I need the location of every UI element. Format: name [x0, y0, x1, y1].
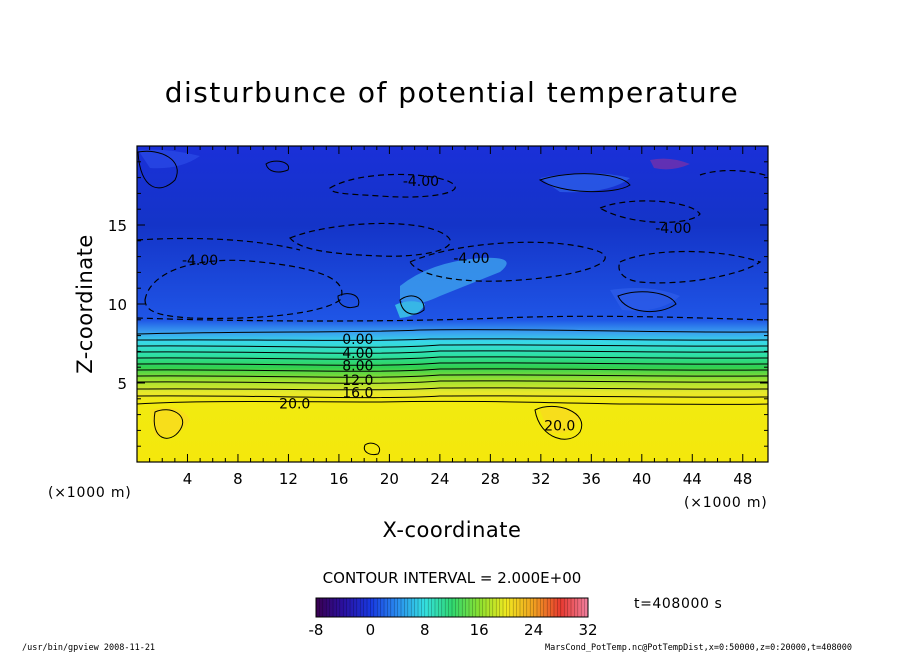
- y-tick-label: 10: [108, 296, 127, 314]
- x-tick-label: 16: [329, 470, 348, 488]
- contour-label: 0.00: [342, 332, 373, 348]
- colorbar-ticks: -8 0 8 16 24 32: [309, 621, 598, 639]
- time-label: t=408000 s: [634, 596, 722, 612]
- contour-label: -4.00: [182, 253, 218, 269]
- contour-label: 12.0: [342, 373, 373, 389]
- y-axis: 5 10 15: [108, 161, 768, 447]
- contour-label: -4.00: [655, 221, 691, 237]
- colorbar-tick-label: -8: [309, 621, 324, 639]
- contour-label-layer: -4.00 -4.00 -4.00 -4.00 0.004.008.0012.016.0…: [182, 174, 691, 435]
- contour-label: 20.0: [279, 397, 310, 413]
- colorbar-tick-label: 8: [420, 621, 430, 639]
- x-axis-label: X-coordinate: [383, 518, 522, 542]
- colorbar: -8 0 8 16 24 32: [309, 597, 598, 639]
- footer-left: /usr/bin/gpview 2008-11-21: [22, 643, 155, 653]
- contour-interval-text: CONTOUR INTERVAL = 2.000E+00: [323, 569, 582, 587]
- x-tick-label: 44: [683, 470, 702, 488]
- contour-label: 4.00: [342, 346, 373, 362]
- contour-label: 8.00: [342, 359, 373, 375]
- x-tick-label: 36: [582, 470, 601, 488]
- contour-lines: [136, 150, 769, 455]
- x-tick-label: 32: [531, 470, 550, 488]
- x-tick-label: 28: [481, 470, 500, 488]
- y-tick-label: 15: [108, 217, 127, 235]
- x-tick-label: 40: [632, 470, 651, 488]
- contour-label: -4.00: [453, 251, 489, 267]
- x-axis: 4 8 12 16 20 24 28 32 36 40 44 48: [149, 146, 756, 488]
- contour-label: 16.0: [342, 385, 373, 401]
- footer-right: MarsCond_PotTemp.nc@PotTempDist,x=0:5000…: [545, 643, 852, 653]
- colorbar-tick-label: 24: [524, 621, 543, 639]
- x-tick-label: 12: [279, 470, 298, 488]
- colorbar-tick-label: 0: [366, 621, 376, 639]
- x-tick-label: 8: [233, 470, 243, 488]
- x-tick-label: 48: [733, 470, 752, 488]
- contour-label: -4.00: [403, 174, 439, 190]
- y-axis-label: Z-coordinate: [73, 234, 97, 374]
- x-unit-left: (×1000 m): [48, 485, 132, 501]
- x-tick-label: 4: [183, 470, 193, 488]
- x-tick-label: 24: [430, 470, 449, 488]
- chart-title: disturbunce of potential temperature: [165, 76, 740, 109]
- colorbar-stripes: [319, 598, 585, 617]
- x-tick-label: 20: [380, 470, 399, 488]
- contour-lines-negative: [136, 169, 769, 322]
- plot-area: -4.00 -4.00 -4.00 -4.00 0.004.008.0012.016.0…: [136, 145, 769, 463]
- contour-label: 20.0: [544, 419, 575, 435]
- x-unit-right: (×1000 m): [684, 495, 768, 511]
- field-fill: [137, 146, 768, 462]
- colorbar-tick-label: 32: [578, 621, 597, 639]
- colorbar-tick-label: 16: [470, 621, 489, 639]
- y-tick-label: 5: [117, 375, 127, 393]
